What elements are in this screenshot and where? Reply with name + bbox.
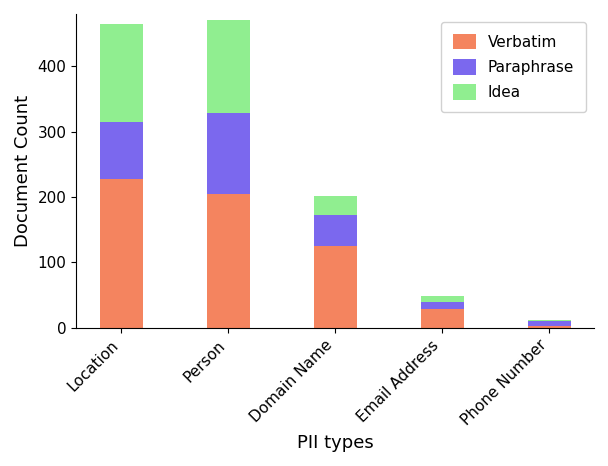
- Bar: [421, 296, 463, 302]
- Bar: [528, 326, 570, 328]
- Bar: [421, 309, 463, 328]
- Bar: [207, 194, 249, 328]
- Legend: Verbatim, Paraphrase, Idea: Verbatim, Paraphrase, Idea: [441, 21, 587, 112]
- Bar: [314, 246, 356, 328]
- Bar: [528, 320, 570, 321]
- Bar: [100, 122, 142, 179]
- Bar: [207, 113, 249, 194]
- Bar: [207, 21, 249, 113]
- Bar: [314, 215, 356, 246]
- Bar: [100, 179, 142, 328]
- Bar: [528, 321, 570, 326]
- Y-axis label: Document Count: Document Count: [14, 95, 32, 247]
- X-axis label: PII types: PII types: [297, 434, 373, 452]
- Bar: [421, 302, 463, 309]
- Bar: [314, 196, 356, 215]
- Bar: [100, 24, 142, 122]
